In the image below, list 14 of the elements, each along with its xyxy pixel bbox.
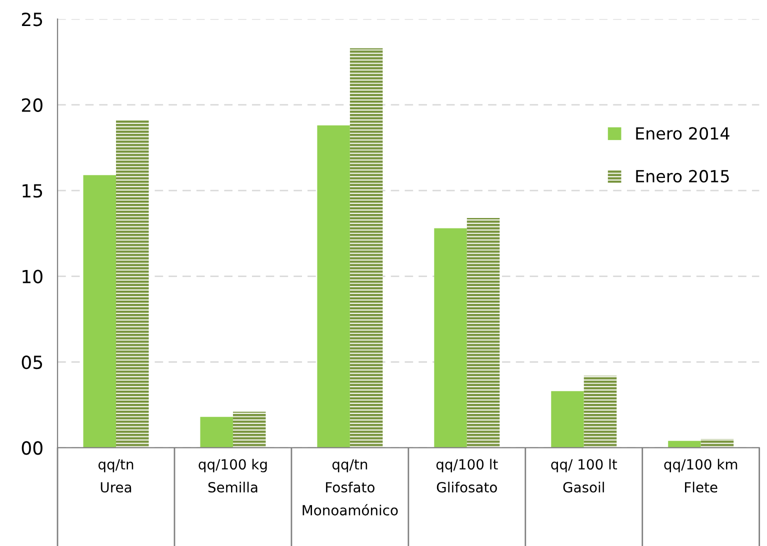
- legend-label: Enero 2015: [636, 170, 729, 182]
- y-tick-label: 05: [22, 355, 42, 370]
- x-tick-label: qq/100 km Flete: [664, 458, 738, 493]
- y-tick-label: 10: [22, 270, 42, 284]
- x-tick-label: qq/tn Urea: [98, 459, 134, 493]
- x-tick-label: qq/100 kg Semilla: [198, 458, 267, 493]
- y-tick-label: 20: [22, 98, 42, 112]
- y-tick-label: 00: [22, 441, 42, 455]
- y-tick-label: 15: [22, 184, 42, 198]
- legend-label: Enero 2014: [636, 127, 730, 140]
- y-tick-label: 25: [22, 12, 42, 26]
- x-tick-label: qq/ 100 lt Gasoil: [551, 458, 618, 493]
- x-tick-label: qq/100 lt Glifosato: [436, 458, 498, 493]
- x-tick-label: qq/tn Fosfato Monoamónico: [302, 459, 398, 516]
